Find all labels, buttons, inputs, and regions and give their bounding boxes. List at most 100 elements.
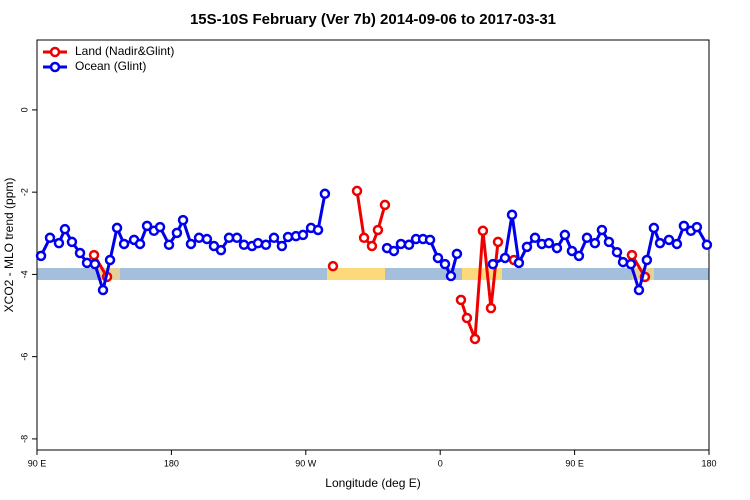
data-point bbox=[59, 223, 71, 235]
data-point bbox=[469, 333, 481, 345]
legend-label: Land (Nadir&Glint) bbox=[75, 44, 174, 58]
y-axis-label: XCO2 - MLO trend (ppm) bbox=[2, 178, 16, 313]
data-point bbox=[559, 229, 571, 241]
data-point bbox=[455, 294, 467, 306]
legend-marker bbox=[49, 61, 61, 73]
data-point bbox=[351, 185, 363, 197]
y-tick-label: -2 bbox=[19, 188, 29, 196]
data-point bbox=[626, 249, 638, 261]
data-point bbox=[388, 245, 400, 257]
data-point bbox=[260, 239, 272, 251]
data-point bbox=[492, 236, 504, 248]
data-point bbox=[319, 188, 331, 200]
data-point bbox=[461, 312, 473, 324]
y-tick-label: -8 bbox=[19, 435, 29, 443]
land-strip bbox=[327, 268, 385, 280]
data-point bbox=[238, 239, 250, 251]
y-tick-label: -6 bbox=[19, 353, 29, 361]
data-point bbox=[276, 240, 288, 252]
data-point bbox=[154, 221, 166, 233]
data-point bbox=[111, 222, 123, 234]
data-point bbox=[671, 238, 683, 250]
data-point bbox=[573, 250, 585, 262]
data-point bbox=[603, 236, 615, 248]
data-point bbox=[193, 232, 205, 244]
data-point bbox=[163, 239, 175, 251]
data-point bbox=[485, 302, 497, 314]
data-point bbox=[358, 232, 370, 244]
data-point bbox=[432, 252, 444, 264]
data-point bbox=[141, 220, 153, 232]
data-point bbox=[691, 221, 703, 233]
data-point bbox=[589, 237, 601, 249]
data-point bbox=[379, 199, 391, 211]
data-point bbox=[451, 248, 463, 260]
data-point bbox=[171, 227, 183, 239]
data-point bbox=[231, 232, 243, 244]
data-point bbox=[543, 237, 555, 249]
data-point bbox=[215, 244, 227, 256]
data-point bbox=[701, 239, 713, 251]
x-tick-label: 180 bbox=[164, 458, 179, 468]
data-point bbox=[66, 236, 78, 248]
data-point bbox=[477, 225, 489, 237]
data-point bbox=[53, 237, 65, 249]
data-point bbox=[439, 258, 451, 270]
data-point bbox=[201, 233, 213, 245]
data-point bbox=[372, 224, 384, 236]
data-point bbox=[566, 245, 578, 257]
x-axis-label: Longitude (deg E) bbox=[325, 476, 420, 490]
data-point bbox=[678, 220, 690, 232]
data-point bbox=[633, 284, 645, 296]
data-point bbox=[487, 258, 499, 270]
series-line bbox=[92, 190, 647, 341]
data-point bbox=[395, 238, 407, 250]
data-point bbox=[596, 224, 608, 236]
data-point bbox=[513, 257, 525, 269]
data-point bbox=[177, 214, 189, 226]
data-point bbox=[654, 237, 666, 249]
data-point bbox=[648, 222, 660, 234]
data-point bbox=[134, 238, 146, 250]
data-point bbox=[641, 254, 653, 266]
x-tick-label: 90 W bbox=[295, 458, 317, 468]
y-tick-label: 0 bbox=[19, 107, 29, 112]
data-point bbox=[327, 260, 339, 272]
chart-title: 15S-10S February (Ver 7b) 2014-09-06 to … bbox=[190, 11, 556, 28]
legend-label: Ocean (Glint) bbox=[75, 59, 146, 73]
data-point bbox=[268, 232, 280, 244]
data-point bbox=[424, 234, 436, 246]
data-point bbox=[88, 249, 100, 261]
land-strip bbox=[462, 268, 502, 280]
data-point bbox=[81, 257, 93, 269]
x-tick-label: 90 E bbox=[565, 458, 584, 468]
data-point bbox=[506, 209, 518, 221]
data-point bbox=[551, 242, 563, 254]
data-point bbox=[185, 238, 197, 250]
data-point bbox=[445, 270, 457, 282]
data-point bbox=[403, 239, 415, 251]
x-tick-label: 180 bbox=[701, 458, 716, 468]
data-point bbox=[663, 234, 675, 246]
data-point bbox=[611, 246, 623, 258]
data-point bbox=[521, 241, 533, 253]
data-point bbox=[118, 238, 130, 250]
data-point bbox=[625, 258, 637, 270]
x-tick-label: 90 E bbox=[28, 458, 47, 468]
data-point bbox=[97, 284, 109, 296]
data-point bbox=[297, 229, 309, 241]
data-point bbox=[529, 232, 541, 244]
data-point bbox=[581, 232, 593, 244]
x-tick-label: 0 bbox=[438, 458, 443, 468]
data-point bbox=[312, 224, 324, 236]
surface-strip bbox=[37, 268, 709, 280]
data-point bbox=[499, 252, 511, 264]
data-point bbox=[104, 254, 116, 266]
data-point bbox=[74, 247, 86, 259]
data-point bbox=[89, 258, 101, 270]
data-point bbox=[366, 240, 378, 252]
legend-marker bbox=[49, 46, 61, 58]
data-point bbox=[35, 250, 47, 262]
y-tick-label: -4 bbox=[19, 270, 29, 278]
